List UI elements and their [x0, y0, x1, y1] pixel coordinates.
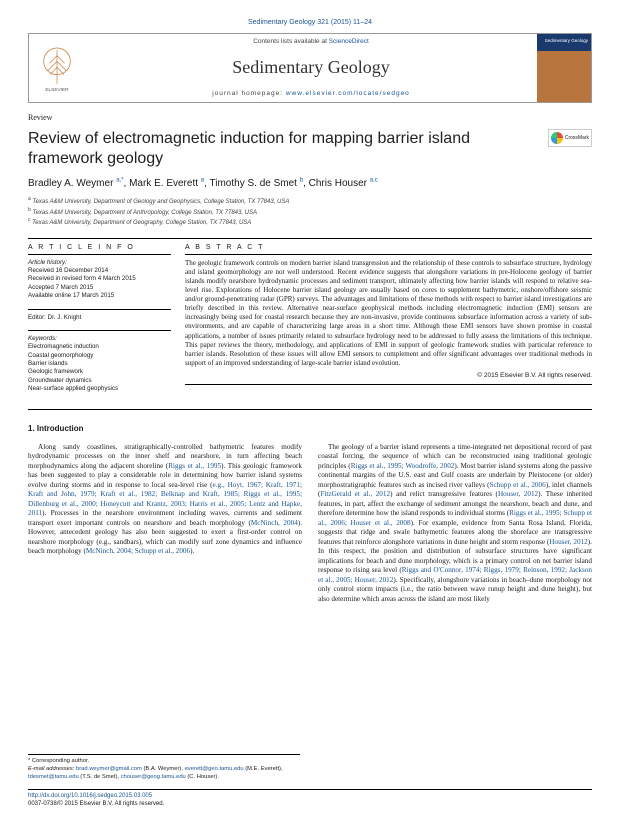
- intro-heading: 1. Introduction: [28, 424, 592, 434]
- elsevier-tree-icon: ELSEVIER: [38, 44, 76, 92]
- abstract-text: The geologic framework controls on moder…: [185, 259, 592, 368]
- svg-text:ELSEVIER: ELSEVIER: [45, 87, 69, 92]
- crossmark-icon: [551, 132, 563, 144]
- doi-footer: http://dx.doi.org/10.1016/j.sedgeo.2015.…: [28, 789, 592, 809]
- sciencedirect-link[interactable]: ScienceDirect: [329, 38, 369, 45]
- body-column-right: The geology of a barrier island represen…: [318, 443, 592, 605]
- citation-header: Sedimentary Geology 321 (2015) 11–24: [28, 18, 592, 27]
- journal-header: ELSEVIER Contents lists available at Sci…: [28, 33, 592, 103]
- abstract-column: A B S T R A C T The geologic framework c…: [185, 243, 592, 402]
- article-type: Review: [28, 113, 592, 123]
- journal-title: Sedimentary Geology: [85, 56, 537, 79]
- editor-line: Editor: Dr. J. Knight: [28, 309, 171, 322]
- crossmark-badge[interactable]: CrossMark: [548, 129, 592, 147]
- article-info-column: A R T I C L E I N F O Article history: R…: [28, 243, 171, 402]
- keywords: Keywords: Electromagnetic induction Coas…: [28, 330, 171, 394]
- body-columns: Along sandy coastlines, stratigraphicall…: [28, 443, 592, 605]
- authors: Bradley A. Weymer a,*, Mark E. Everett a…: [28, 177, 592, 190]
- homepage-line: journal homepage: www.elsevier.com/locat…: [85, 90, 537, 98]
- contents-list-line: Contents lists available at ScienceDirec…: [85, 38, 537, 46]
- homepage-link[interactable]: www.elsevier.com/locate/sedgeo: [286, 90, 410, 97]
- affiliations: a Texas A&M University, Department of Ge…: [28, 196, 592, 227]
- journal-cover[interactable]: Sedimentary Geology: [537, 34, 591, 102]
- copyright-line: © 2015 Elsevier B.V. All rights reserved…: [185, 372, 592, 380]
- elsevier-logo[interactable]: ELSEVIER: [29, 34, 85, 102]
- corresponding-author-footnote: * Corresponding author. E-mail addresses…: [28, 754, 300, 781]
- body-column-left: Along sandy coastlines, stratigraphicall…: [28, 443, 302, 605]
- article-history: Article history: Received 16 December 20…: [28, 259, 171, 301]
- article-title: Review of electromagnetic induction for …: [28, 129, 592, 169]
